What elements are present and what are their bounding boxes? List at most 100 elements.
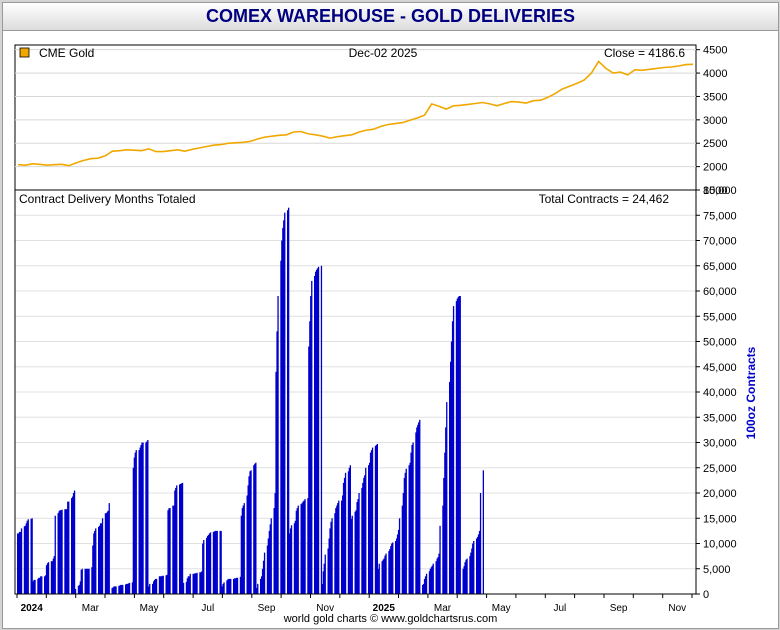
- delivery-bar: [383, 558, 385, 594]
- delivery-bar: [194, 573, 196, 594]
- delivery-bar: [148, 586, 150, 594]
- delivery-bar: [173, 505, 175, 594]
- delivery-bar: [316, 268, 319, 594]
- delivery-bar: [26, 520, 28, 594]
- delivery-bar: [159, 576, 161, 594]
- gold-y-axis: 1500 2000 2500 3000 3500 4000 4500: [696, 45, 727, 197]
- delivery-bar: [236, 577, 239, 594]
- delivery-bar: [18, 531, 21, 594]
- delivery-bar: [297, 505, 299, 594]
- delivery-bar: [378, 563, 380, 594]
- delivery-bar: [200, 572, 202, 594]
- delivery-bar: [248, 476, 250, 594]
- delivery-bar: [19, 531, 22, 594]
- delivery-bar: [280, 260, 282, 594]
- delivery-bar: [39, 577, 41, 594]
- delivery-bar: [52, 558, 54, 594]
- delivery-bar: [126, 583, 129, 594]
- gold-tick-label: 4500: [703, 45, 727, 57]
- delivery-bar: [417, 424, 419, 594]
- delivery-bar: [431, 565, 433, 594]
- delivery-bar: [425, 573, 428, 594]
- delivery-bar: [91, 567, 93, 594]
- delivery-bar: [60, 510, 62, 594]
- delivery-bar: [283, 220, 285, 595]
- delivery-bar: [294, 520, 296, 594]
- delivery-bar: [180, 483, 182, 594]
- delivery-bar: [328, 538, 330, 594]
- delivery-bar: [270, 518, 272, 595]
- delivery-bar: [40, 576, 42, 594]
- delivery-bar: [149, 583, 151, 594]
- delivery-bar: [88, 568, 90, 595]
- delivery-bar: [219, 530, 221, 594]
- delivery-bar: [309, 321, 311, 594]
- delivery-bar: [41, 576, 43, 594]
- delivery-bar: [139, 447, 141, 594]
- gold-legend-label: CME Gold: [39, 46, 94, 60]
- delivery-bar: [64, 509, 66, 594]
- delivery-bar: [38, 577, 40, 594]
- delivery-bar: [418, 422, 420, 594]
- delivery-bar: [463, 566, 465, 594]
- delivery-bar: [370, 450, 373, 594]
- delivery-bar: [242, 505, 244, 594]
- delivery-bar: [262, 560, 265, 594]
- delivery-bar: [68, 501, 70, 594]
- deliveries-tick-label: 25,000: [703, 463, 737, 475]
- gold-tick-label: 2000: [703, 162, 727, 174]
- delivery-bar: [263, 552, 266, 594]
- delivery-bar: [342, 495, 344, 594]
- chart-title: COMEX WAREHOUSE - GOLD DELIVERIES: [3, 3, 778, 31]
- delivery-bar: [196, 572, 198, 594]
- delivery-bar: [212, 531, 215, 594]
- x-tick-label: Sep: [610, 603, 628, 614]
- delivery-bar: [162, 575, 164, 594]
- delivery-bar: [79, 581, 81, 594]
- delivery-bar: [266, 545, 269, 594]
- delivery-bar: [473, 541, 475, 594]
- delivery-bar: [479, 493, 482, 594]
- delivery-bar: [424, 576, 427, 594]
- delivery-bar: [58, 511, 60, 594]
- delivery-bar: [256, 587, 258, 594]
- delivery-bar: [126, 583, 128, 594]
- delivery-bar: [44, 576, 46, 594]
- delivery-bar: [192, 573, 194, 594]
- delivery-bar: [300, 504, 302, 594]
- delivery-bar: [222, 583, 224, 594]
- delivery-bar: [214, 530, 216, 594]
- deliveries-tick-label: 50,000: [703, 337, 737, 349]
- delivery-bar: [275, 371, 277, 594]
- delivery-bar: [132, 467, 134, 595]
- delivery-bar: [398, 518, 401, 595]
- delivery-bar: [329, 528, 331, 594]
- deliveries-y-axis-title: 100oz Contracts: [744, 346, 758, 439]
- delivery-bar: [182, 582, 185, 594]
- delivery-bar: [415, 432, 417, 594]
- delivery-bar: [397, 529, 400, 594]
- delivery-bar: [154, 578, 157, 594]
- deliveries-label: Contract Delivery Months Totaled: [19, 192, 196, 206]
- delivery-bar: [303, 500, 305, 594]
- delivery-bar: [193, 573, 195, 594]
- x-tick-label: Mar: [82, 603, 100, 614]
- delivery-bar: [409, 462, 411, 594]
- deliveries-tick-label: 45,000: [703, 362, 737, 374]
- delivery-bar: [369, 452, 372, 594]
- delivery-bar: [93, 533, 95, 594]
- delivery-bar: [201, 571, 203, 594]
- delivery-bar: [189, 573, 191, 594]
- gold-tick-label: 2500: [703, 138, 727, 150]
- delivery-bar: [442, 505, 444, 594]
- delivery-bar: [449, 381, 451, 594]
- delivery-bar: [65, 509, 67, 594]
- delivery-bar: [260, 578, 262, 594]
- delivery-bar: [161, 575, 163, 594]
- delivery-bar: [408, 465, 410, 594]
- delivery-bar: [458, 296, 460, 594]
- delivery-bar: [478, 530, 481, 594]
- delivery-bar: [47, 562, 50, 594]
- delivery-bar: [18, 533, 20, 594]
- delivery-bar: [186, 578, 188, 594]
